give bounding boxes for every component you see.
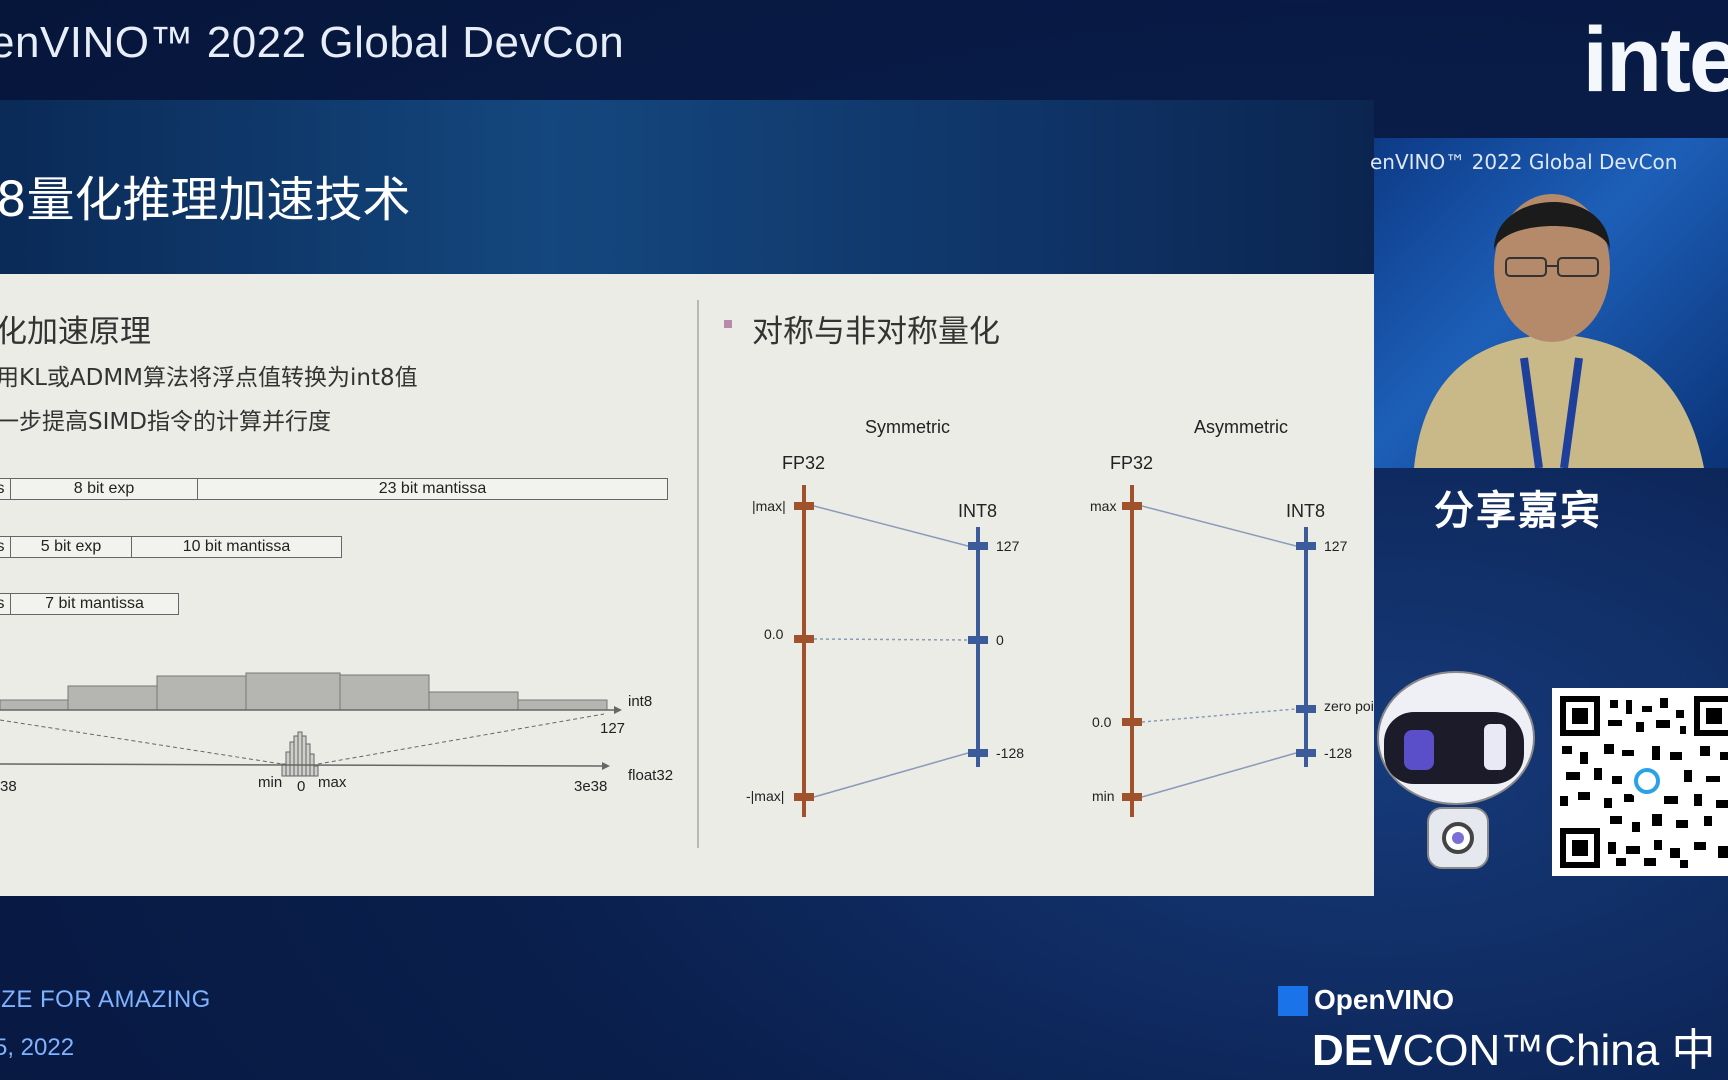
left-bullet-2: 一步提高SIMD指令的计算并行度 — [0, 409, 331, 435]
exp-cell: 8 bit exp — [11, 479, 198, 499]
fp-tick-zero: 0.0 — [764, 626, 784, 642]
presenter-avatar — [1414, 194, 1704, 468]
devcon-china-logo: DEVCON™China 中 — [1312, 1014, 1715, 1078]
mantissa-cell: 23 bit mantissa — [378, 480, 487, 497]
slide-body — [0, 274, 1374, 896]
devcon-bold: DEV — [1312, 1026, 1403, 1075]
fp16-format-row: s 5 bit exp 10 bit mantissa — [0, 536, 342, 558]
footer-tagline: IZE FOR AMAZING — [0, 986, 211, 1013]
devcon-rest: CON™China 中 — [1402, 1026, 1716, 1075]
min-label: min — [258, 774, 282, 791]
fp32-label: FP32 — [782, 453, 825, 473]
fp32-label: FP32 — [1110, 453, 1153, 473]
openvino-logo-icon — [1278, 986, 1308, 1016]
mantissa-cell: 7 bit mantissa — [45, 595, 144, 612]
int8-label: INT8 — [958, 501, 997, 521]
float-histogram-bars — [281, 731, 319, 777]
footer-date: 5, 2022 — [0, 1034, 75, 1061]
int8-axis-label: int8 — [628, 693, 652, 710]
int-tick-zero-point: zero poi — [1324, 698, 1374, 714]
slide-header — [0, 100, 1374, 274]
qr-code-icon — [1560, 696, 1728, 868]
presenter-video — [1374, 138, 1728, 468]
float32-axis-label: float32 — [628, 767, 673, 784]
zero-label: 0 — [297, 778, 305, 795]
slide-title: 8量化推理加速技术 — [0, 172, 411, 228]
left-bullet-1: 用KL或ADMM算法将浮点值转换为int8值 — [0, 365, 418, 391]
symmetric-title: Symmetric — [865, 417, 950, 437]
int-tick-neg128: -128 — [1324, 745, 1352, 761]
fp-tick-zero: 0.0 — [1092, 714, 1112, 730]
fp-tick-max: max — [1090, 498, 1116, 514]
right-section-heading: 对称与非对称量化 — [752, 314, 1000, 350]
mapping-line-min — [0, 719, 283, 765]
fp-tick-min: min — [1092, 788, 1115, 804]
float-max-label: 3e38 — [574, 778, 607, 795]
int-tick-neg128: -128 — [996, 745, 1024, 761]
bullet-square-icon — [724, 320, 732, 328]
fp-tick-max: |max| — [752, 498, 786, 514]
symmetric-diagram: Symmetric FP32 INT8 |max| 0.0 -|max| 127… — [746, 417, 1024, 817]
intel-logo: inte — [1582, 8, 1728, 113]
float32-axis — [0, 763, 603, 767]
int-tick-127: 127 — [996, 538, 1020, 554]
int-tick-127: 127 — [1324, 538, 1348, 554]
openvino-logo-text: OpenVINO — [1314, 984, 1455, 1015]
asymmetric-diagram: Asymmetric FP32 INT8 max 0.0 min 127 zer… — [1090, 417, 1374, 817]
int8-histogram-bars — [0, 672, 608, 711]
max-label: max — [318, 774, 347, 791]
guest-label: 分享嘉宾 — [1434, 488, 1602, 534]
intel-logo-text: inte — [1582, 9, 1728, 111]
int-tick-0: 0 — [996, 632, 1004, 648]
event-title: enVINO™ 2022 Global DevCon — [0, 18, 625, 67]
robot-mascot-icon — [1377, 671, 1535, 869]
sign-cell: s — [0, 594, 11, 614]
slide-divider — [697, 300, 699, 848]
mantissa-cell: 10 bit mantissa — [182, 538, 291, 555]
presenter-background-text: enVINO™ 2022 Global DevCon — [1370, 150, 1678, 174]
int8-label: INT8 — [1286, 501, 1325, 521]
fp32-format-row: s 8 bit exp 23 bit mantissa — [0, 478, 668, 500]
fp-tick-min: -|max| — [746, 788, 784, 804]
qr-code[interactable] — [1552, 688, 1728, 876]
quantization-histogram: int8 127 float32 38 3e38 min 0 max — [0, 672, 673, 795]
sign-cell: s — [0, 479, 11, 499]
exp-cell: 5 bit exp — [11, 537, 132, 557]
asymmetric-title: Asymmetric — [1194, 417, 1288, 437]
left-section-heading: 化加速原理 — [0, 314, 151, 350]
float-min-label: 38 — [0, 778, 17, 795]
int8-max-label: 127 — [600, 720, 625, 737]
sign-cell: s — [0, 537, 11, 557]
bf16-format-row: s 7 bit mantissa — [0, 593, 179, 615]
mapping-line-max — [317, 713, 605, 765]
